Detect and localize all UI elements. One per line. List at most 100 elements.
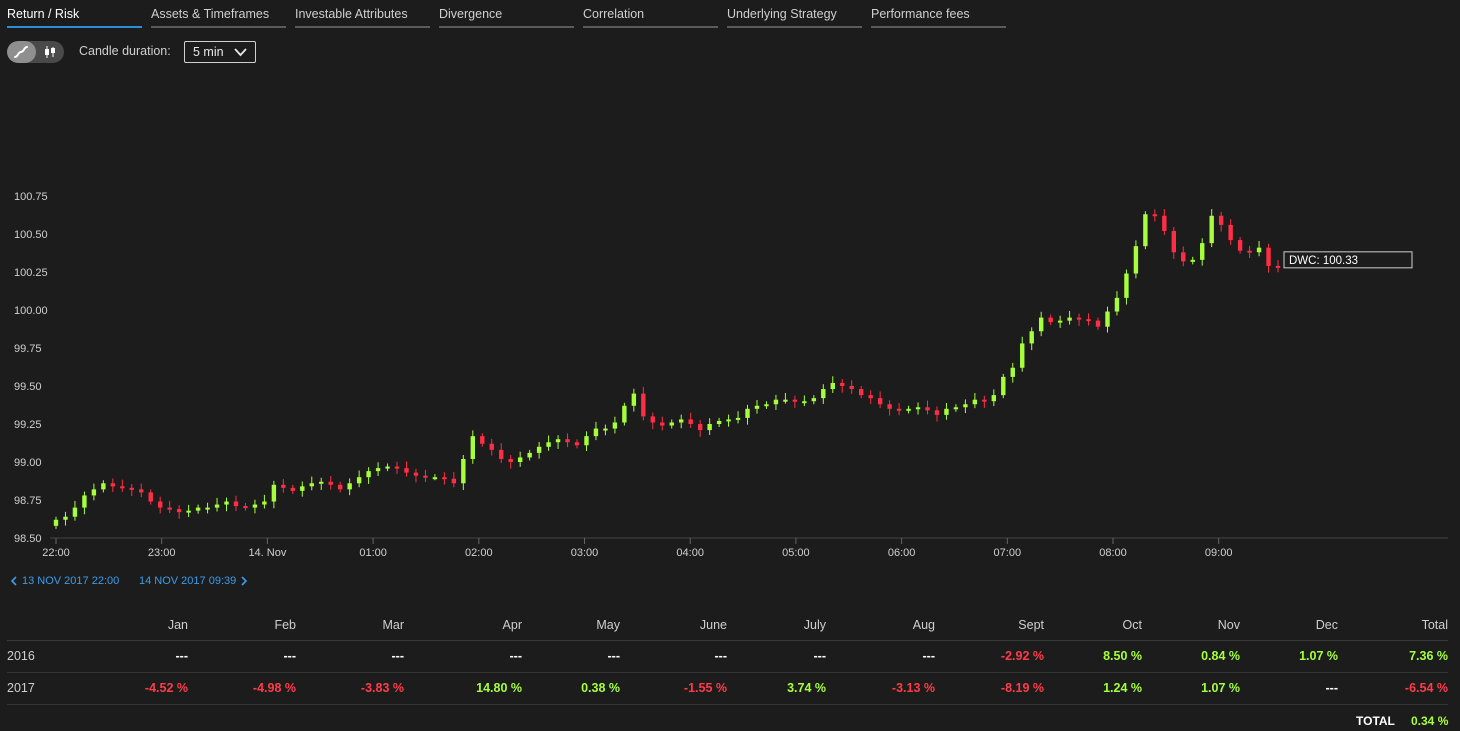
candle-body [1048, 317, 1053, 323]
candle-body [1181, 252, 1186, 262]
candle [574, 439, 580, 449]
performance-cell: --- [727, 640, 826, 673]
candle [764, 401, 769, 409]
range-start-link[interactable]: 13 NOV 2017 22:00 [10, 575, 119, 587]
tab-bar: Return / Risk Assets & Timeframes Invest… [7, 0, 1015, 28]
candle [1095, 317, 1101, 330]
candle-body [167, 507, 172, 510]
candle [489, 438, 494, 456]
candle-body [176, 509, 182, 513]
candle [716, 417, 722, 428]
candle [167, 500, 172, 514]
candle-body [337, 484, 343, 490]
candle-body [1143, 214, 1148, 247]
dwc-annotation: DWC: 100.33 [1283, 251, 1413, 269]
performance-cell: 0.84 % [1142, 640, 1240, 673]
candle [735, 411, 741, 424]
candle-body [271, 484, 277, 502]
candle [612, 416, 618, 434]
col-sept: Sept [935, 610, 1044, 641]
candle [1038, 311, 1044, 337]
candle-body [830, 382, 835, 390]
candle-body [356, 477, 362, 484]
candle [480, 433, 485, 447]
candle [290, 484, 296, 494]
candle-body [1247, 250, 1252, 253]
tab-assets-timeframes[interactable]: Assets & Timeframes [151, 0, 286, 28]
candle [120, 479, 125, 492]
candle-body [1266, 247, 1271, 266]
candle-body [72, 507, 78, 517]
dwc-label-box [1283, 251, 1413, 269]
candle [63, 511, 68, 526]
x-tick-label: 03:00 [571, 547, 599, 559]
candle-body [290, 487, 296, 491]
x-tick-label: 02:00 [465, 547, 493, 559]
candle [679, 414, 684, 429]
y-tick-label: 98.50 [14, 533, 42, 545]
dwc-label: DWC: 100.33 [1289, 255, 1358, 267]
candlestick-icon [44, 46, 55, 58]
y-tick-label: 99.75 [14, 343, 42, 355]
col-june: June [620, 610, 727, 641]
candle-body [366, 471, 371, 478]
candlestick-option[interactable] [36, 41, 65, 63]
range-end: 14 NOV 2017 09:39 [139, 575, 237, 587]
tab-return-risk[interactable]: Return / Risk [7, 0, 142, 28]
tab-underlying-strategy[interactable]: Underlying Strategy [727, 0, 862, 28]
candle [840, 379, 845, 393]
tab-investable-attributes[interactable]: Investable Attributes [295, 0, 430, 28]
y-tick-label: 99.25 [14, 419, 42, 431]
candle-body [631, 393, 637, 406]
tab-divergence[interactable]: Divergence [439, 0, 574, 28]
candle [707, 418, 712, 435]
candle [1010, 362, 1015, 383]
candle [451, 472, 457, 488]
candles [53, 209, 1281, 529]
candle-body [783, 399, 788, 402]
candle-body [224, 501, 229, 505]
candle [205, 502, 210, 514]
candle-body [764, 404, 769, 407]
candle [394, 461, 400, 474]
candle [830, 376, 835, 393]
candle-body [716, 420, 722, 424]
candle-body [214, 504, 220, 508]
x-tick-label: 22:00 [42, 547, 70, 559]
chevron-left-icon [10, 576, 17, 586]
performance-cell: -1.55 % [620, 672, 727, 705]
col-nov: Nov [1142, 610, 1240, 641]
candle [470, 430, 476, 464]
table-row: 2016 --- --- --- --- --- --- --- --- -2.92 % 8.50 … [7, 640, 1448, 673]
range-end-link[interactable]: 14 NOV 2017 09:39 [139, 575, 248, 587]
candle [300, 481, 305, 497]
tab-correlation[interactable]: Correlation [583, 0, 718, 28]
candle [385, 463, 390, 472]
candle [337, 481, 343, 493]
candle-body [1067, 317, 1072, 321]
candle-body [195, 507, 201, 511]
candle [328, 475, 333, 490]
candle-body [1190, 259, 1195, 262]
candle [1256, 240, 1262, 257]
candle-body [641, 393, 646, 417]
candle-body [906, 408, 911, 411]
tab-performance-fees[interactable]: Performance fees [871, 0, 1006, 28]
candle-body [82, 495, 87, 508]
price-chart[interactable]: 100.75 100.50 100.25 100.00 99.75 99.50 99.25 9… [0, 140, 1460, 565]
y-tick-label: 100.00 [14, 305, 48, 317]
candle-body [186, 510, 191, 513]
candle-duration-select[interactable]: 5 min [184, 41, 256, 63]
col-feb: Feb [188, 610, 296, 641]
line-chart-option[interactable] [7, 41, 36, 63]
candle-body [432, 477, 438, 480]
candle-body [319, 481, 324, 484]
candle-body [584, 436, 589, 446]
x-tick-label: 14. Nov [248, 547, 286, 559]
candle-body [840, 382, 845, 386]
candle-body [1209, 215, 1214, 244]
candle [1181, 246, 1186, 267]
candle-body [1029, 331, 1034, 344]
candle [1209, 209, 1214, 248]
col-aug: Aug [826, 610, 935, 641]
